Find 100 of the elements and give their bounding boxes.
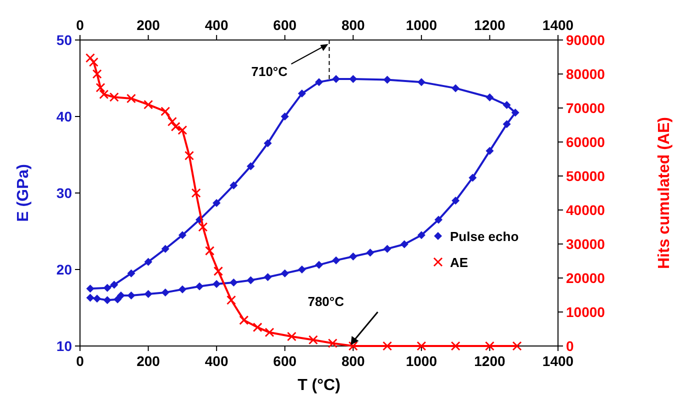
point: [170, 122, 180, 132]
point: [214, 266, 224, 276]
point: [502, 101, 511, 110]
point: [144, 258, 152, 266]
point: [212, 280, 221, 288]
point: [196, 282, 204, 290]
point: [315, 260, 323, 269]
x-tick-label: 400: [204, 353, 228, 369]
point: [127, 269, 136, 278]
y2-tick-label: 60000: [566, 134, 606, 150]
point: [434, 216, 442, 224]
point: [450, 341, 460, 351]
x-tick-label: 1200: [474, 353, 506, 369]
point: [230, 278, 238, 287]
point: [161, 244, 170, 253]
x2-tick-label: 1200: [474, 17, 506, 33]
point: [96, 82, 106, 92]
y2-tick-label: 10000: [566, 304, 606, 320]
point: [246, 162, 255, 170]
point: [286, 332, 296, 342]
y2-tick-label: 20000: [566, 270, 606, 286]
point: [332, 256, 340, 264]
point: [144, 100, 154, 110]
point: [230, 181, 238, 190]
point: [160, 106, 170, 116]
point: [178, 125, 188, 135]
x2-tick-label: 0: [76, 17, 84, 33]
x-tick-label: 800: [341, 353, 366, 369]
point: [178, 231, 186, 240]
point: [103, 296, 112, 304]
point: [126, 94, 136, 104]
point: [144, 290, 152, 298]
point: [191, 188, 201, 198]
point: [486, 93, 494, 102]
y-tick-label: 50: [56, 32, 72, 48]
y2-axis-title: Hits cumulated (AE): [656, 116, 673, 270]
point: [383, 244, 392, 253]
point: [167, 116, 177, 126]
x2-tick-label: 200: [136, 17, 160, 33]
point: [298, 266, 306, 274]
point: [315, 78, 323, 86]
point: [308, 335, 318, 345]
annotation: 780°C: [308, 294, 345, 309]
point: [246, 276, 255, 284]
point: [184, 150, 194, 160]
x2-tick-label: 600: [273, 17, 297, 33]
point: [212, 198, 221, 207]
x-axis-title: T (°C): [298, 377, 340, 394]
y-tick-label: 10: [56, 338, 72, 354]
point: [400, 240, 408, 248]
point: [86, 284, 94, 293]
x-tick-label: 1400: [542, 353, 574, 369]
point: [417, 78, 426, 86]
point: [252, 322, 262, 332]
point: [226, 295, 236, 305]
point: [383, 76, 392, 84]
y-tick-label: 30: [56, 185, 72, 201]
y-tick-label: 20: [56, 262, 72, 278]
x2-tick-label: 1000: [406, 17, 438, 33]
point: [452, 84, 460, 92]
point: [239, 315, 249, 325]
point: [512, 341, 522, 351]
point: [484, 341, 494, 351]
point: [178, 285, 186, 294]
legend-label: Pulse echo: [450, 229, 519, 244]
point: [416, 341, 426, 351]
point: [349, 252, 358, 260]
point: [280, 112, 289, 120]
point: [92, 69, 102, 79]
y2-tick-label: 70000: [566, 100, 606, 116]
x-tick-label: 0: [76, 353, 84, 369]
point: [114, 295, 122, 304]
ref-line-label: 710°C: [251, 64, 288, 79]
y2-tick-label: 80000: [566, 66, 606, 82]
point: [264, 139, 272, 148]
point: [280, 269, 289, 278]
point: [198, 222, 208, 232]
x-tick-label: 200: [136, 353, 160, 369]
point: [127, 292, 136, 300]
x-tick-label: 1000: [406, 353, 438, 369]
point: [328, 338, 338, 348]
point: [348, 341, 358, 351]
point: [161, 288, 170, 296]
point: [502, 120, 511, 128]
x-tick-label: 600: [273, 353, 297, 369]
point: [511, 108, 520, 117]
point: [468, 174, 477, 182]
y2-tick-label: 40000: [566, 202, 606, 218]
y2-tick-label: 0: [566, 338, 574, 354]
point: [349, 75, 358, 84]
point: [298, 90, 306, 98]
point: [86, 294, 94, 302]
legend-label: AE: [450, 255, 468, 270]
point: [93, 294, 102, 303]
x2-tick-label: 800: [341, 17, 366, 33]
point: [99, 90, 109, 100]
point: [264, 328, 274, 338]
point: [204, 246, 214, 256]
point: [103, 284, 112, 292]
point: [382, 341, 392, 351]
